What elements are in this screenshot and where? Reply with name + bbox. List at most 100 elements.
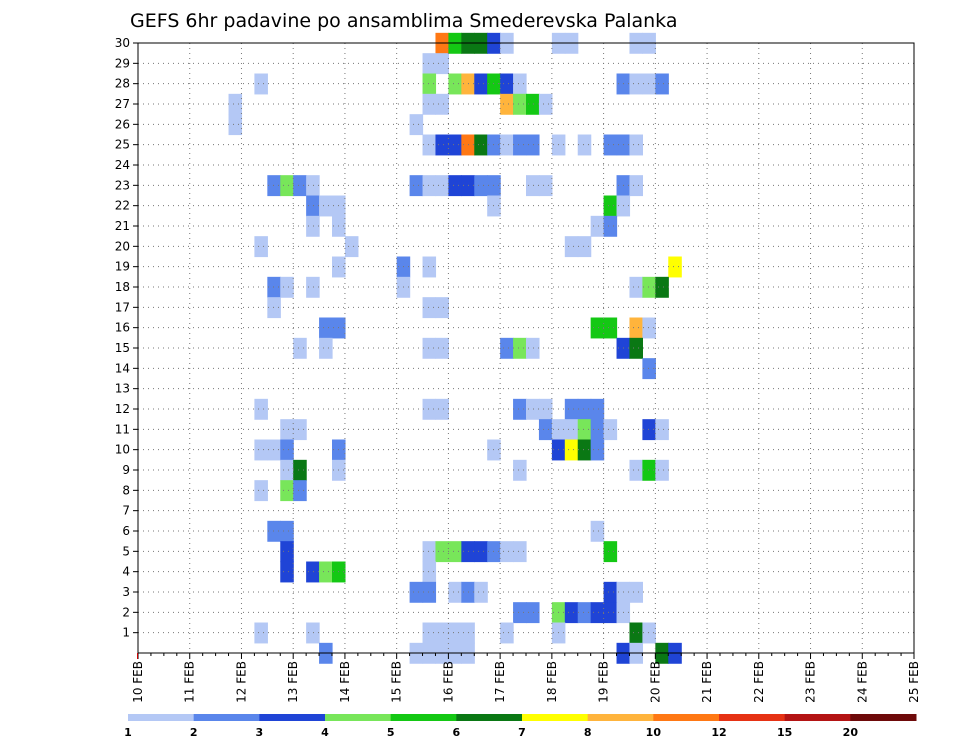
colorbar-segment (128, 714, 195, 721)
heatmap-cell (577, 134, 592, 156)
colorbar-tick-label: 2 (190, 726, 198, 739)
x-axis: 10 FEB 11 FEB 12 FEB 13 FEB 14 FEB 15 FEB 16 F… (131, 653, 921, 703)
heatmap-cell (280, 419, 294, 441)
heatmap-cell (526, 337, 540, 359)
heatmap-cell (474, 134, 488, 156)
heatmap-cell (254, 439, 268, 461)
heatmap-cell (538, 419, 553, 441)
grid-lines (138, 43, 914, 653)
colorbar-tick-label: 3 (256, 726, 264, 739)
heatmap-cell (526, 134, 540, 156)
heatmap-cell (500, 337, 514, 359)
heatmap-cell (629, 581, 643, 603)
heatmap-cell (655, 73, 669, 95)
heatmap-cell (642, 622, 656, 644)
heatmap-cell (319, 561, 333, 583)
y-tick-label: 13 (115, 382, 130, 396)
x-tick-label: 25 FEB (907, 661, 921, 703)
colorbar-tick-label: 1 (124, 726, 132, 739)
y-tick-label: 3 (122, 585, 130, 599)
heatmap-cell (629, 622, 643, 644)
heatmap-cell (564, 236, 579, 258)
y-tick-label: 23 (115, 178, 130, 192)
y-tick-label: 20 (115, 239, 130, 253)
y-tick-label: 6 (122, 524, 130, 538)
heatmap-cell (655, 419, 669, 441)
y-tick-label: 9 (122, 463, 130, 477)
y-tick-label: 4 (122, 565, 130, 579)
heatmap-cell (513, 134, 527, 156)
colorbar-segment (456, 714, 523, 721)
x-tick-label: 12 FEB (234, 661, 248, 703)
heatmap-cell (422, 581, 437, 603)
heatmap-cell (513, 93, 527, 115)
heatmap-cell (500, 73, 514, 95)
heatmap-cell (254, 236, 268, 258)
x-tick-label: 22 FEB (752, 661, 766, 703)
colorbar-tick-label: 20 (843, 726, 859, 739)
heatmap-cell (306, 215, 320, 237)
heatmap-cell (500, 134, 514, 156)
y-tick-label: 30 (115, 36, 130, 50)
y-tick-label: 12 (115, 402, 130, 416)
y-tick-label: 22 (115, 199, 130, 213)
heatmap-cell (267, 439, 281, 461)
heatmap-cell (422, 134, 437, 156)
heatmap-cell (590, 317, 605, 339)
y-axis: 1234567891011121314151617181920212223242… (115, 36, 138, 640)
heatmap-cell (564, 419, 579, 441)
heatmap-cell (642, 73, 656, 95)
colorbar: 1 2 3 4 5 6 7 8 10 12 15 20 (124, 714, 917, 739)
heatmap-cell (422, 337, 437, 359)
heatmap-cell (513, 73, 527, 95)
heatmap-cell (474, 541, 488, 563)
heatmap-cell (590, 602, 605, 624)
heatmap-cell (280, 541, 294, 563)
heatmap-cell (422, 398, 437, 420)
heatmap-cell (603, 134, 618, 156)
heatmap-cell (267, 297, 281, 319)
heatmap-cell (642, 459, 656, 481)
heatmap-cell (538, 93, 553, 115)
heatmap-cell (435, 337, 449, 359)
y-tick-label: 19 (115, 260, 130, 274)
heatmap-cell (306, 276, 320, 298)
heatmap-cell (590, 215, 605, 237)
colorbar-segment (719, 714, 786, 721)
heatmap-cell (422, 541, 437, 563)
heatmap-cell (293, 480, 307, 502)
heatmap-cell (422, 297, 437, 319)
heatmap-cell (435, 297, 449, 319)
heatmap-cell (435, 53, 449, 75)
y-tick-label: 15 (115, 341, 130, 355)
heatmap-cell (642, 276, 656, 298)
heatmap-cell (344, 236, 359, 258)
colorbar-tick-label: 15 (777, 726, 792, 739)
heatmap-cell (474, 73, 488, 95)
colorbar-tick-label: 10 (646, 726, 662, 739)
colorbar-segment (850, 714, 917, 721)
heatmap-cell (409, 114, 424, 136)
heatmap-cell (422, 256, 437, 278)
heatmap-cell (603, 419, 618, 441)
heatmap-cell (500, 541, 514, 563)
heatmap-cell (668, 256, 682, 278)
heatmap-cell (603, 581, 618, 603)
x-tick-label: 10 FEB (131, 661, 145, 703)
heatmap-cell (422, 622, 437, 644)
heatmap-cell (513, 602, 527, 624)
y-tick-label: 10 (115, 443, 130, 457)
x-tick-label: 17 FEB (493, 661, 507, 703)
colorbar-segment (259, 714, 326, 721)
heatmap-cell (280, 175, 294, 197)
heatmap-cell (280, 561, 294, 583)
heatmap-cell (513, 459, 527, 481)
heatmap-cell (319, 195, 333, 217)
heatmap-cell (642, 317, 656, 339)
y-tick-label: 25 (115, 138, 130, 152)
heatmap-cell (448, 541, 462, 563)
heatmap-cell (435, 134, 449, 156)
heatmap-cell (474, 175, 488, 197)
heatmap-cell (267, 276, 281, 298)
heatmap-cell (603, 602, 618, 624)
